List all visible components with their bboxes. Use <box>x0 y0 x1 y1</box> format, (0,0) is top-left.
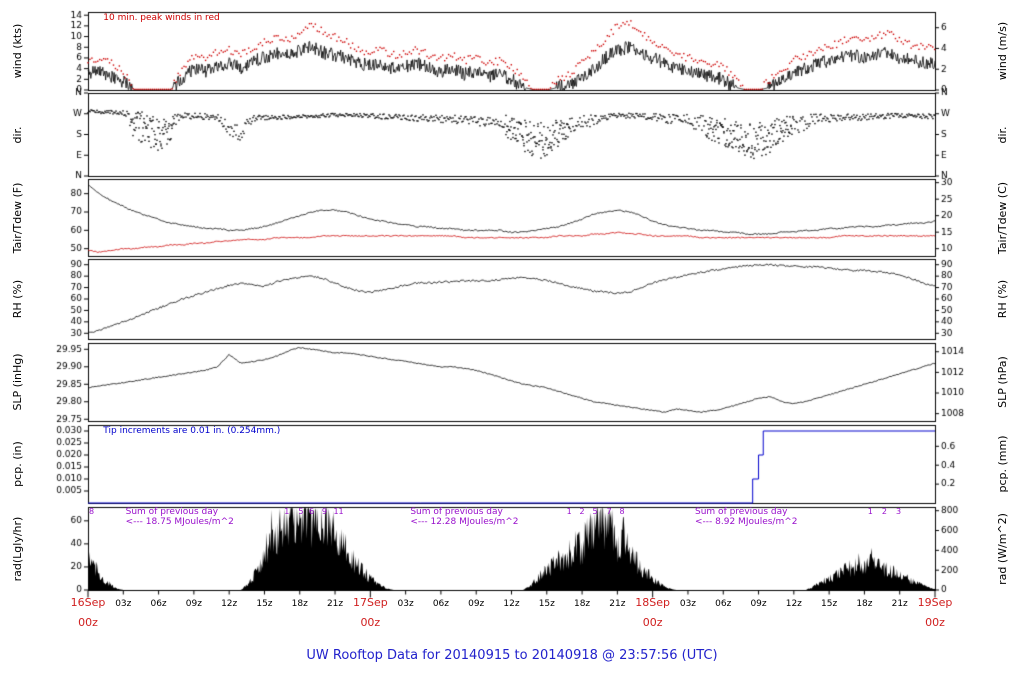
rad-hour-mark: 7 <box>606 507 612 516</box>
x-tick-label: 12z <box>503 599 520 609</box>
x-date-label: 16Sep <box>70 596 106 609</box>
x-date-label: 17Sep <box>352 596 388 609</box>
rad-hour-mark: 6 <box>308 507 315 516</box>
x-tick-label: 09z <box>750 599 767 609</box>
rad-hour-mark: 8 <box>88 507 95 516</box>
x-date-hour-label: 00z <box>925 616 945 629</box>
y-axis-title-right-pcp: pcp. (mm) <box>995 435 1009 493</box>
peak-winds-note: 10 min. peak winds in red <box>103 13 220 23</box>
rad-sum-label: Sum of previous day <box>410 507 503 517</box>
chart-title: UW Rooftop Data for 20140915 to 20140918… <box>306 648 718 663</box>
x-date-label: 18Sep <box>635 596 671 609</box>
x-tick-label: 03z <box>397 599 414 609</box>
x-tick-label: 09z <box>185 599 202 609</box>
x-tick-label: 15z <box>538 599 555 609</box>
rad-hour-mark: 1 <box>867 507 873 516</box>
x-tick-label: 21z <box>326 599 344 609</box>
rad-sum-value: <--- 12.28 MJoules/m^2 <box>410 517 519 527</box>
rad-hour-mark: 11 <box>333 507 344 516</box>
rad-hour-mark: 9 <box>321 507 327 516</box>
rad-hour-mark: 2 <box>579 507 585 516</box>
rad-hour-mark: 5 <box>592 507 598 516</box>
x-date-label: 19Sep <box>917 596 953 609</box>
x-tick-label: 15z <box>256 599 273 609</box>
x-date-hour-label: 00z <box>360 616 381 629</box>
y-axis-title-right-rad: rad (W/m^2) <box>995 512 1009 585</box>
x-date-hour-label: 00z <box>642 616 663 629</box>
x-tick-label: 18z <box>856 599 873 609</box>
y-axis-title-left-slp: SLP (inHg) <box>10 353 24 411</box>
rad-sum-value: <--- 18.75 MJoules/m^2 <box>125 517 234 527</box>
x-date-hour-label: 00z <box>78 616 98 629</box>
x-tick-label: 18z <box>573 599 591 609</box>
x-tick-label: 21z <box>609 599 626 609</box>
rad-sum-label: Sum of previous day <box>695 507 788 517</box>
y-axis-title-left-temp: Tair/Tdew (F) <box>10 182 24 253</box>
y-axis-title-right-temp: Tair/Tdew (C) <box>995 181 1009 254</box>
x-tick-label: 09z <box>468 599 485 609</box>
y-axis-title-left-rh: RH (%) <box>10 279 24 319</box>
y-axis-title-right-slp: SLP (hPa) <box>995 356 1009 408</box>
y-axis-title-right-wind: wind (m/s) <box>995 21 1009 81</box>
rad-sum-value: <--- 8.92 MJoules/m^2 <box>695 517 798 527</box>
rad-hour-mark: 3 <box>895 507 902 516</box>
y-axis-title-right-dir: dir. <box>995 125 1009 144</box>
x-tick-label: 12z <box>785 599 802 609</box>
rad-hour-mark: 8 <box>619 507 625 516</box>
rad-hour-mark: 5 <box>298 507 304 516</box>
x-tick-label: 21z <box>891 599 908 609</box>
x-tick-label: 06z <box>150 599 167 609</box>
rad-hour-mark: 1 <box>566 507 572 516</box>
x-tick-label: 06z <box>432 599 449 609</box>
y-axis-title-right-rh: RH (%) <box>995 279 1009 319</box>
rad-hour-mark: 1 <box>284 507 290 516</box>
x-tick-label: 03z <box>679 599 697 609</box>
y-axis-title-left-pcp: pcp. (in) <box>10 441 24 487</box>
y-axis-title-left-rad: rad(Lgly/hr) <box>10 516 24 581</box>
rad-hour-mark: 2 <box>881 507 887 516</box>
rad-sum-label: Sum of previous day <box>125 507 219 517</box>
tip-increments-note: Tip increments are 0.01 in. (0.254mm.) <box>103 426 281 436</box>
y-axis-title-left-wind: wind (kts) <box>10 23 24 79</box>
x-tick-label: 12z <box>221 599 238 609</box>
x-tick-label: 18z <box>291 599 308 609</box>
y-axis-title-left-dir: dir. <box>10 125 24 144</box>
x-tick-label: 03z <box>115 599 132 609</box>
x-tick-label: 06z <box>715 599 732 609</box>
x-tick-label: 15z <box>821 599 838 609</box>
weather-multipanel-chart-canvas <box>0 0 1024 600</box>
